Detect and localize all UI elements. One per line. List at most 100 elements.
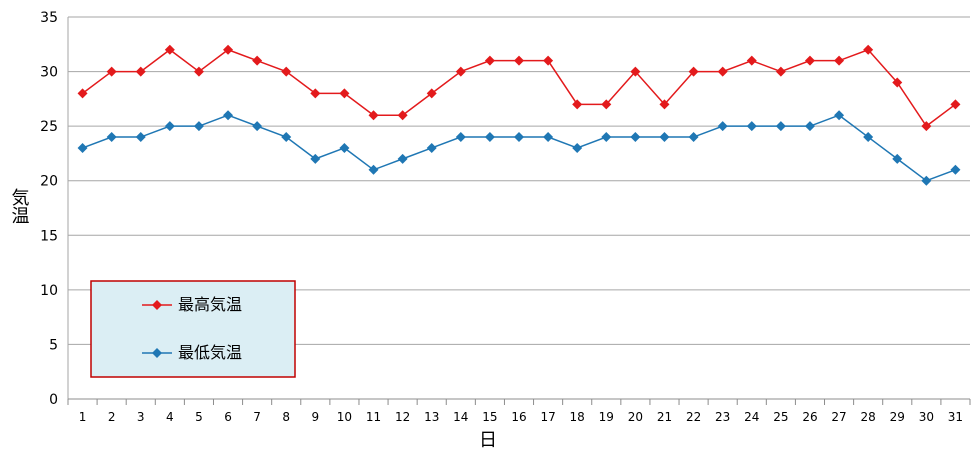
x-tick-label: 23 bbox=[715, 410, 730, 424]
data-point bbox=[572, 99, 583, 110]
x-tick-label: 9 bbox=[312, 410, 320, 424]
x-tick-label: 6 bbox=[224, 410, 232, 424]
data-point bbox=[630, 66, 641, 77]
x-tick-label: 20 bbox=[628, 410, 643, 424]
x-tick-label: 15 bbox=[482, 410, 497, 424]
data-point bbox=[659, 132, 670, 143]
x-tick-label: 3 bbox=[137, 410, 145, 424]
data-point bbox=[455, 66, 466, 77]
data-point bbox=[834, 110, 845, 121]
data-point bbox=[543, 55, 554, 66]
x-tick-label: 1 bbox=[79, 410, 87, 424]
x-tick-label: 29 bbox=[890, 410, 905, 424]
data-point bbox=[135, 66, 146, 77]
x-tick-label: 7 bbox=[253, 410, 261, 424]
legend-item-high: 最高気温 bbox=[142, 295, 242, 314]
x-tick-label: 13 bbox=[424, 410, 439, 424]
data-point bbox=[310, 88, 321, 99]
data-point bbox=[543, 132, 554, 143]
x-tick-label: 8 bbox=[282, 410, 290, 424]
data-point bbox=[659, 99, 670, 110]
data-point bbox=[484, 132, 495, 143]
data-point bbox=[514, 55, 524, 66]
data-point bbox=[484, 55, 495, 66]
series-line bbox=[82, 114, 956, 182]
data-point bbox=[775, 66, 786, 77]
series-group bbox=[77, 44, 961, 186]
x-tick-label: 21 bbox=[657, 410, 672, 424]
data-point bbox=[863, 132, 874, 143]
y-tick-labels: 0 5 10 15 20 25 30 35 bbox=[40, 10, 58, 408]
data-point bbox=[193, 66, 204, 77]
data-point bbox=[601, 132, 612, 143]
y-tick-label: 5 bbox=[49, 337, 58, 353]
x-tick-label: 22 bbox=[686, 410, 701, 424]
data-point bbox=[601, 99, 612, 110]
data-point bbox=[77, 142, 88, 153]
data-point bbox=[426, 142, 437, 153]
data-point bbox=[746, 121, 757, 132]
data-point bbox=[223, 44, 234, 55]
data-point bbox=[630, 132, 641, 143]
data-point bbox=[921, 175, 932, 186]
data-point bbox=[164, 44, 175, 55]
y-tick-label: 35 bbox=[40, 10, 58, 26]
data-point bbox=[106, 66, 117, 77]
y-axis-label: 気温 bbox=[9, 188, 30, 224]
x-tick-label: 25 bbox=[773, 410, 788, 424]
x-axis-label: 日 bbox=[479, 430, 497, 451]
y-tick-label: 25 bbox=[40, 119, 58, 135]
data-point bbox=[223, 110, 234, 121]
data-point bbox=[397, 110, 408, 121]
legend: 最高気温 最低気温 bbox=[90, 280, 296, 378]
series-high bbox=[77, 44, 961, 132]
x-tick-label: 10 bbox=[337, 410, 352, 424]
x-tick-label: 18 bbox=[570, 410, 585, 424]
x-tick-label: 30 bbox=[919, 410, 934, 424]
data-point bbox=[950, 164, 961, 175]
data-point bbox=[368, 164, 379, 175]
x-tick-label: 12 bbox=[395, 410, 410, 424]
data-point bbox=[164, 121, 175, 132]
y-tick-label: 10 bbox=[40, 283, 58, 299]
data-point bbox=[717, 121, 728, 132]
legend-label-low: 最低気温 bbox=[178, 343, 242, 362]
x-tick-label: 16 bbox=[511, 410, 526, 424]
legend-marker-high bbox=[152, 300, 162, 310]
data-point bbox=[339, 88, 350, 99]
data-point bbox=[688, 66, 699, 77]
x-tick-label: 4 bbox=[166, 410, 174, 424]
x-tick-label: 28 bbox=[861, 410, 876, 424]
data-point bbox=[193, 121, 204, 132]
data-point bbox=[281, 132, 292, 143]
data-point bbox=[135, 132, 146, 143]
series-low bbox=[77, 110, 961, 186]
data-point bbox=[426, 88, 437, 99]
legend-label-high: 最高気温 bbox=[178, 295, 242, 314]
data-point bbox=[106, 132, 117, 143]
axes bbox=[67, 17, 971, 405]
x-tick-label: 27 bbox=[831, 410, 846, 424]
data-point bbox=[77, 88, 88, 99]
x-tick-label: 11 bbox=[366, 410, 381, 424]
data-point bbox=[746, 55, 757, 66]
x-tick-labels: 1 2 3 4 5 6 7 8 9 10 11 12 13 14 15 16 17 18 19 20 21 22 23 24 2… bbox=[79, 410, 963, 424]
data-point bbox=[572, 142, 583, 153]
x-axis-label-group: 日 bbox=[479, 430, 497, 451]
data-point bbox=[834, 55, 845, 66]
x-tick-label: 19 bbox=[599, 410, 614, 424]
data-point bbox=[863, 44, 874, 55]
data-point bbox=[688, 132, 699, 143]
x-tick-label: 14 bbox=[453, 410, 468, 424]
y-tick-label: 30 bbox=[40, 65, 58, 81]
x-tick-label: 2 bbox=[108, 410, 116, 424]
data-point bbox=[252, 55, 263, 66]
data-point bbox=[804, 55, 815, 66]
data-point bbox=[397, 153, 408, 164]
data-point bbox=[775, 121, 786, 132]
x-tick-label: 24 bbox=[744, 410, 759, 424]
y-tick-label: 20 bbox=[40, 174, 58, 190]
data-point bbox=[514, 132, 524, 143]
